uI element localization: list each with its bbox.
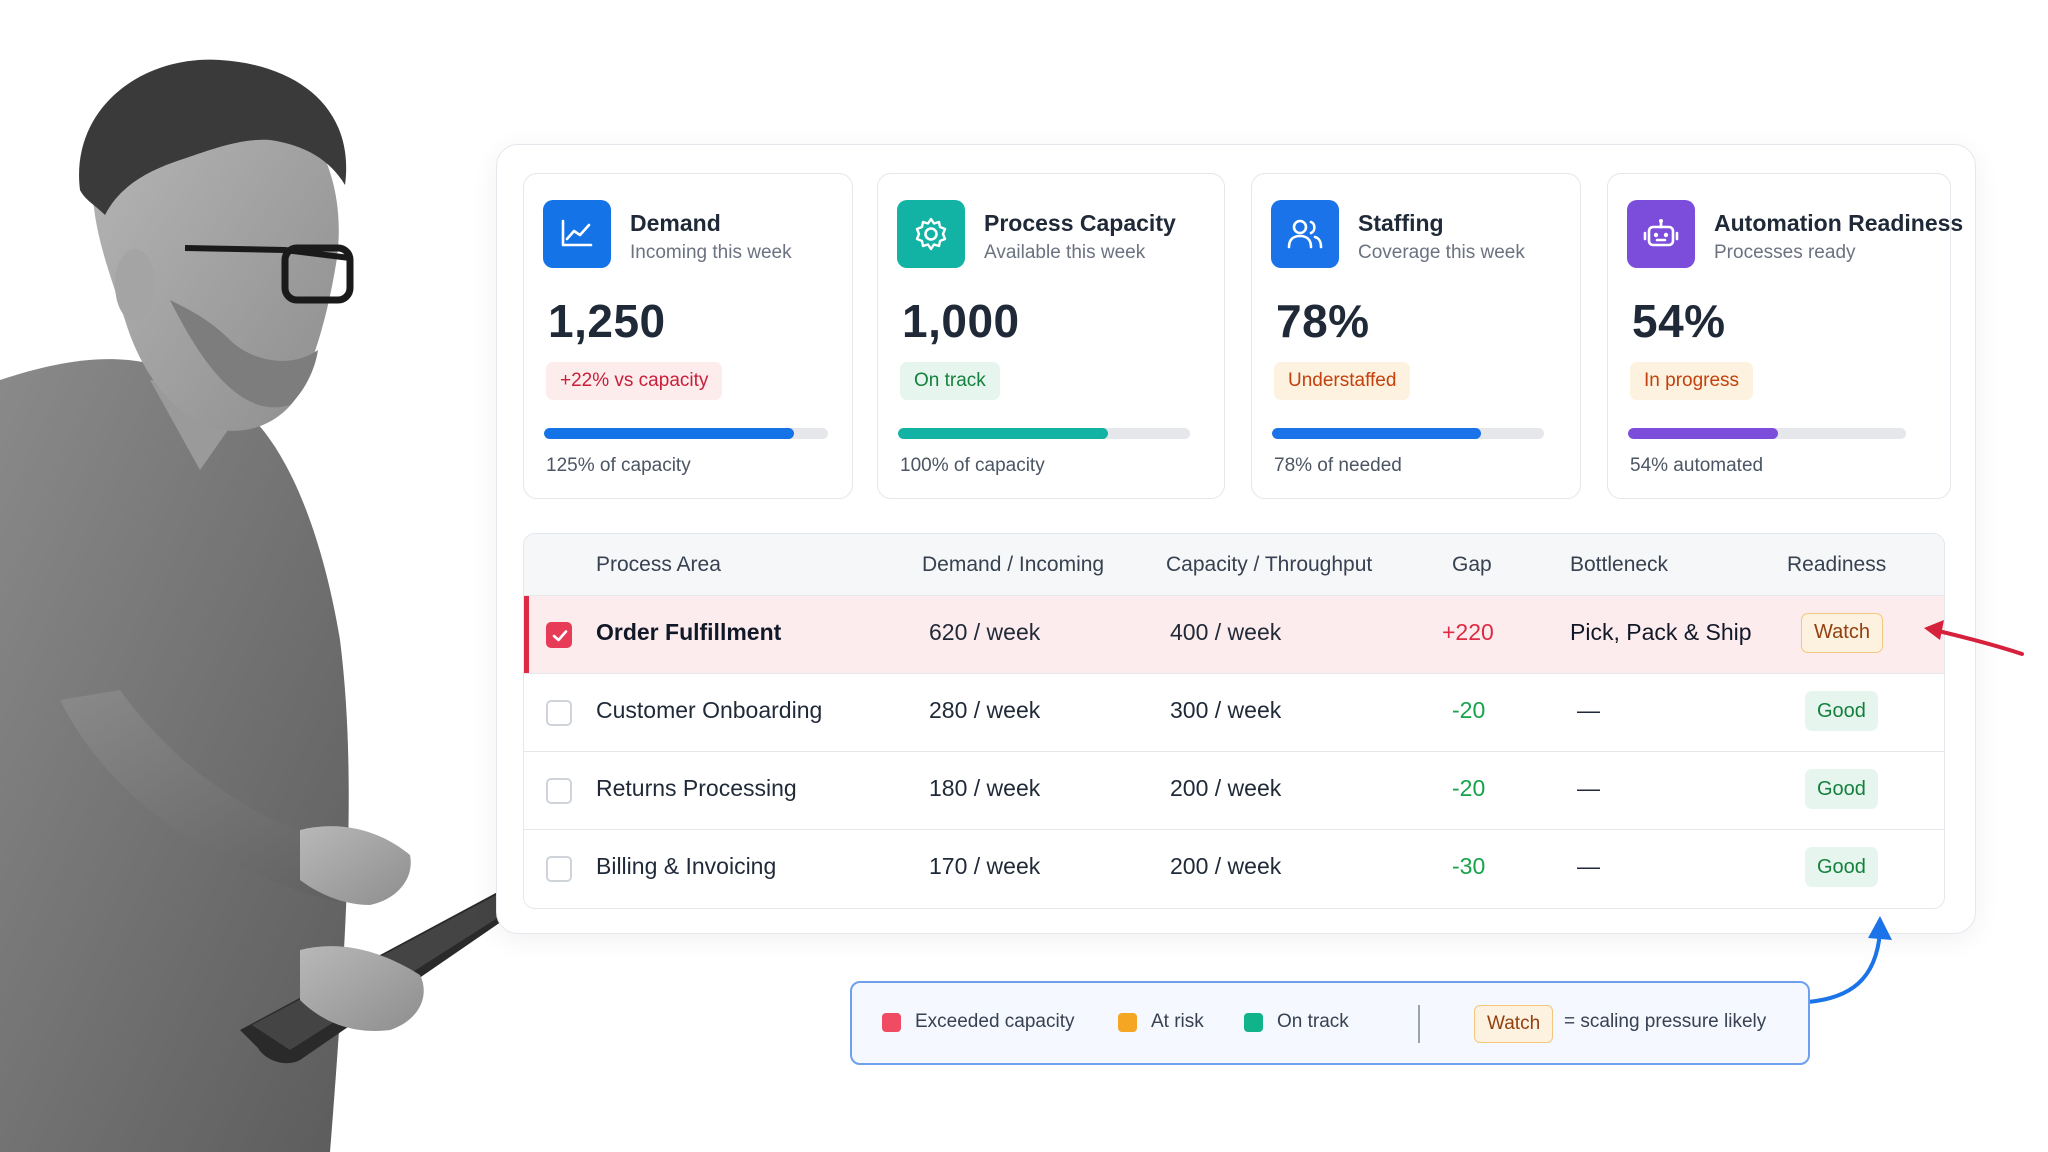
card-value: 1,250 [548,295,666,347]
kpi-cards: Demand Incoming this week 1,250 +22% vs … [523,173,1963,499]
legend-watch-description: = scaling pressure likely [1564,1011,1767,1032]
column-header[interactable]: Readiness [1787,553,1887,576]
table-row[interactable]: Customer Onboarding 280 / week 300 / wee… [524,674,1944,752]
capacity-value: 300 / week [1170,697,1282,723]
on-track-swatch [1244,1012,1263,1032]
capacity-value: 400 / week [1170,619,1282,645]
progress-fill [544,428,794,439]
demand-card[interactable]: Demand Incoming this week 1,250 +22% vs … [523,173,853,499]
card-value: 54% [1632,295,1726,347]
row-checkbox[interactable] [546,778,572,804]
progress-fill [898,428,1109,439]
status-badge: Understaffed [1274,362,1411,400]
card-footnote: 78% of needed [1274,455,1402,476]
column-header[interactable]: Process Area [596,553,721,576]
card-title: Demand [630,210,721,236]
bottleneck-value: — [1577,775,1600,801]
trend-chart-icon [543,200,611,268]
dashboard-panel: Demand Incoming this week 1,250 +22% vs … [496,144,1976,934]
legend-label: At risk [1151,1011,1204,1032]
column-header[interactable]: Gap [1452,553,1492,576]
staffing-card[interactable]: Staffing Coverage this week 78% Understa… [1251,173,1581,499]
users-icon [1271,200,1339,268]
card-value: 1,000 [902,295,1020,347]
card-footnote: 54% automated [1630,455,1764,476]
card-subtitle: Incoming this week [630,242,792,263]
progress-bar [1272,428,1544,439]
gap-value: -20 [1452,775,1486,801]
status-badge: In progress [1630,362,1754,400]
readiness-badge: Good [1805,847,1878,887]
legend-label: Exceeded capacity [915,1011,1075,1032]
card-title: Process Capacity [984,210,1176,236]
demand-value: 280 / week [929,697,1041,723]
process-area: Customer Onboarding [596,697,823,723]
bottleneck-value: — [1577,697,1600,723]
demand-value: 620 / week [929,619,1041,645]
legend-item-exceeded: Exceeded capacity [882,1011,1075,1033]
table-row[interactable]: Returns Processing 180 / week 200 / week… [524,752,1944,830]
exceeded-swatch [882,1012,901,1032]
gap-value: +220 [1442,619,1494,645]
legend-watch-badge: Watch [1474,1005,1554,1043]
blue-arrow-icon [1806,916,1892,1004]
legend-label: On track [1277,1011,1349,1032]
process-capacity-card[interactable]: Process Capacity Available this week 1,0… [877,173,1225,499]
readiness-badge: Watch [1801,613,1883,653]
gap-value: -30 [1452,853,1486,879]
table-header: Process Area Demand / Incoming Capacity … [524,534,1944,596]
progress-fill [1272,428,1482,439]
status-badge: +22% vs capacity [546,362,723,400]
bottleneck-value: Pick, Pack & Ship [1570,619,1752,645]
bottleneck-value: — [1577,853,1600,879]
process-area: Order Fulfillment [596,619,782,645]
progress-fill [1628,428,1779,439]
readiness-badge: Good [1805,691,1878,731]
gap-value: -20 [1452,697,1486,723]
gear-icon [897,200,965,268]
progress-bar [544,428,828,439]
column-header[interactable]: Capacity / Throughput [1166,553,1373,576]
legend-item-at-risk: At risk [1118,1011,1204,1033]
row-checkbox[interactable] [546,622,572,648]
card-title: Staffing [1358,210,1444,236]
card-title: Automation Readiness [1714,210,1964,236]
card-subtitle: Available this week [984,242,1146,263]
card-subtitle: Coverage this week [1358,242,1525,263]
column-header[interactable]: Bottleneck [1570,553,1669,576]
column-header[interactable]: Demand / Incoming [922,553,1105,576]
capacity-value: 200 / week [1170,853,1282,879]
process-table: Process Area Demand / Incoming Capacity … [523,533,1945,909]
automation-readiness-card[interactable]: Automation Readiness Processes ready 54%… [1607,173,1963,499]
card-value: 78% [1276,295,1370,347]
person-illustration [0,59,542,1152]
process-area: Returns Processing [596,775,797,801]
card-footnote: 125% of capacity [546,455,691,476]
at-risk-swatch [1118,1012,1137,1032]
demand-value: 180 / week [929,775,1041,801]
legend: Exceeded capacity At risk On track Watch… [850,981,1810,1065]
progress-bar [1628,428,1906,439]
progress-bar [898,428,1190,439]
card-footnote: 100% of capacity [900,455,1045,476]
table-row[interactable]: Billing & Invoicing 170 / week 200 / wee… [524,830,1944,908]
capacity-value: 200 / week [1170,775,1282,801]
status-badge: On track [900,362,1000,400]
process-area: Billing & Invoicing [596,853,777,879]
row-checkbox[interactable] [546,856,572,882]
legend-divider [1418,1005,1420,1043]
demand-value: 170 / week [929,853,1041,879]
readiness-badge: Good [1805,769,1878,809]
robot-icon [1627,200,1695,268]
legend-item-on-track: On track [1244,1011,1349,1033]
red-arrow-icon [1924,620,2024,656]
row-checkbox[interactable] [546,700,572,726]
table-row[interactable]: Order Fulfillment 620 / week 400 / week … [524,596,1944,674]
card-subtitle: Processes ready [1714,242,1856,263]
